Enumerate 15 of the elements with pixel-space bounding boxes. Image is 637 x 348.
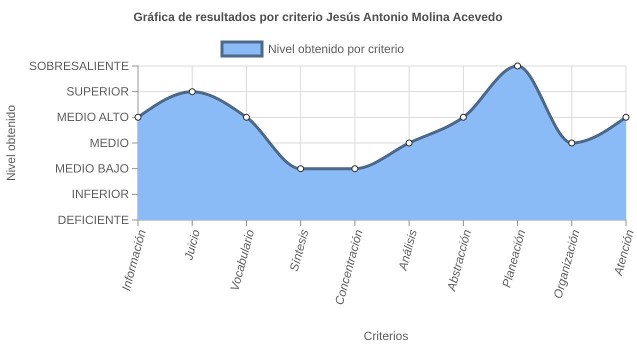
legend-label: Nivel obtenido por criterio	[268, 42, 404, 56]
chart-title: Gráfica de resultados por criterio Jesús Antonio Molina Acevedo	[133, 10, 503, 24]
category-label: SUPERIOR	[66, 84, 129, 99]
x-tick-label: Análisis	[395, 228, 420, 273]
category-label: SOBRESALIENTE	[28, 58, 129, 73]
text: Nivel obtenido	[4, 104, 18, 182]
x-tick-label: Síntesis	[286, 228, 312, 273]
x-tick-label: Juicio	[181, 228, 204, 262]
category-label: INFERIOR	[72, 187, 129, 202]
x-tick-label: Atención	[610, 228, 637, 278]
category-label: MEDIO ALTO	[56, 110, 129, 124]
category-label: MEDIO BAJO	[54, 162, 129, 176]
x-axis-title: Criterios	[364, 329, 408, 343]
category-label: DEFICIENTE	[58, 212, 129, 227]
category-label: MEDIO	[90, 136, 129, 150]
